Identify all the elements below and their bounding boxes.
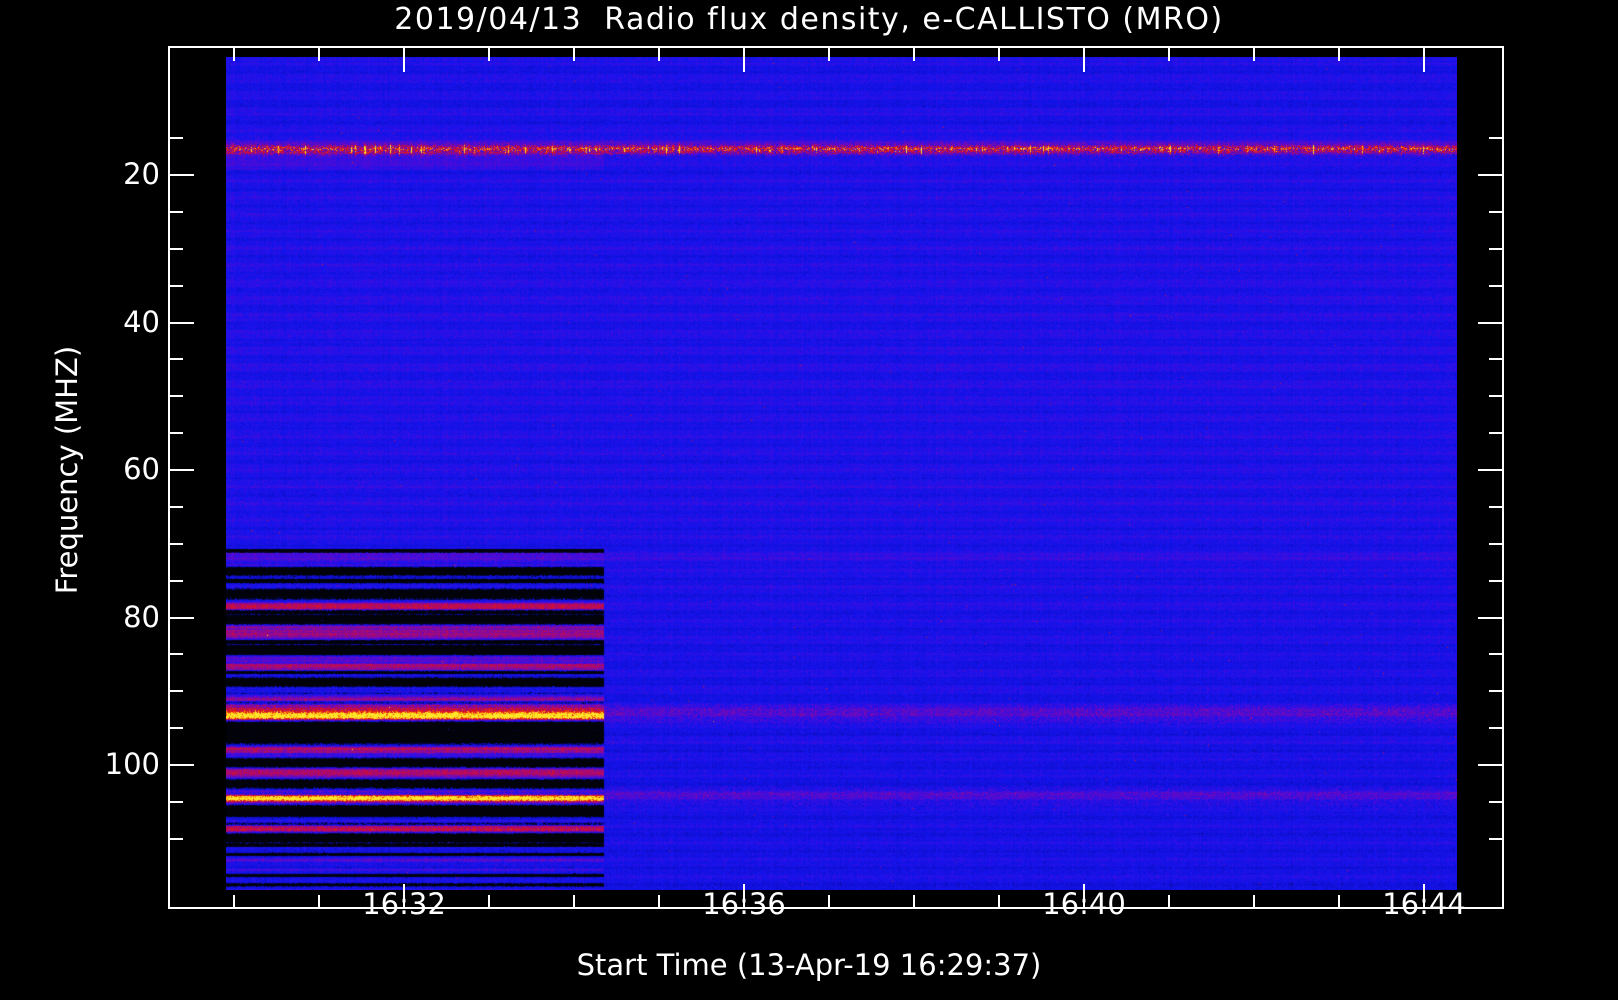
x-tick-minor-top xyxy=(573,48,575,61)
x-tick-major-top xyxy=(403,48,405,72)
y-tick-label: 80 xyxy=(123,600,160,634)
x-axis-title: Start Time (13-Apr-19 16:29:37) xyxy=(576,948,1042,982)
x-tick-major xyxy=(1423,884,1425,908)
y-tick-minor xyxy=(170,580,183,582)
y-tick-major xyxy=(170,322,194,324)
y-tick-minor-right xyxy=(1489,506,1502,508)
x-tick-minor-top xyxy=(658,48,660,61)
x-tick-minor xyxy=(1168,895,1170,908)
x-tick-minor xyxy=(1338,895,1340,908)
x-tick-minor xyxy=(318,895,320,908)
y-tick-minor-right xyxy=(1489,285,1502,287)
x-tick-label: 16:36 xyxy=(702,887,786,921)
y-tick-minor xyxy=(170,432,183,434)
y-tick-major xyxy=(170,174,194,176)
y-tick-minor-right xyxy=(1489,358,1502,360)
x-tick-minor xyxy=(1253,895,1255,908)
x-tick-major-top xyxy=(1423,48,1425,72)
y-tick-minor xyxy=(170,358,183,360)
y-tick-minor xyxy=(170,248,183,250)
x-tick-minor xyxy=(998,895,1000,908)
y-tick-label: 100 xyxy=(104,747,160,781)
x-tick-minor-top xyxy=(998,48,1000,61)
y-tick-minor xyxy=(170,211,183,213)
x-tick-major xyxy=(1083,884,1085,908)
y-tick-major-right xyxy=(1478,469,1502,471)
y-tick-minor xyxy=(170,690,183,692)
spectrogram-canvas xyxy=(226,57,1457,890)
x-tick-major-top xyxy=(1083,48,1085,72)
y-tick-major-right xyxy=(1478,174,1502,176)
y-tick-minor-right xyxy=(1489,690,1502,692)
y-tick-minor-right xyxy=(1489,395,1502,397)
x-tick-minor xyxy=(573,895,575,908)
x-tick-major-top xyxy=(743,48,745,72)
y-tick-minor xyxy=(170,801,183,803)
x-tick-label: 16:44 xyxy=(1382,887,1466,921)
y-tick-major-right xyxy=(1478,764,1502,766)
y-tick-minor-right xyxy=(1489,653,1502,655)
y-tick-minor xyxy=(170,506,183,508)
x-tick-minor xyxy=(828,895,830,908)
y-tick-major xyxy=(170,764,194,766)
x-tick-label: 16:40 xyxy=(1042,887,1126,921)
axes-frame xyxy=(168,46,1504,909)
x-tick-minor-top xyxy=(233,48,235,61)
x-tick-minor-top xyxy=(1168,48,1170,61)
y-tick-label: 60 xyxy=(123,452,160,486)
y-tick-minor xyxy=(170,543,183,545)
y-tick-minor-right xyxy=(1489,432,1502,434)
y-tick-minor xyxy=(170,838,183,840)
x-tick-label: 16:32 xyxy=(362,887,446,921)
x-tick-minor xyxy=(913,895,915,908)
y-tick-minor-right xyxy=(1489,727,1502,729)
y-tick-minor-right xyxy=(1489,580,1502,582)
y-tick-label: 20 xyxy=(123,157,160,191)
x-tick-minor-top xyxy=(318,48,320,61)
y-tick-major xyxy=(170,617,194,619)
y-tick-major-right xyxy=(1478,617,1502,619)
y-tick-label: 40 xyxy=(123,305,160,339)
y-tick-minor-right xyxy=(1489,801,1502,803)
y-tick-minor xyxy=(170,137,183,139)
x-tick-major xyxy=(403,884,405,908)
y-tick-minor-right xyxy=(1489,137,1502,139)
spectrogram-data-area xyxy=(226,57,1457,890)
y-tick-minor-right xyxy=(1489,211,1502,213)
x-tick-minor xyxy=(233,895,235,908)
y-tick-minor xyxy=(170,395,183,397)
y-tick-minor-right xyxy=(1489,543,1502,545)
x-tick-minor-top xyxy=(913,48,915,61)
y-axis-title: Frequency (MHZ) xyxy=(50,345,84,595)
x-tick-minor xyxy=(488,895,490,908)
y-tick-minor xyxy=(170,653,183,655)
y-tick-major-right xyxy=(1478,322,1502,324)
x-tick-minor-top xyxy=(1253,48,1255,61)
chart-title: 2019/04/13 Radio flux density, e-CALLIST… xyxy=(394,2,1224,37)
x-tick-minor-top xyxy=(828,48,830,61)
y-tick-minor-right xyxy=(1489,838,1502,840)
y-tick-minor-right xyxy=(1489,248,1502,250)
x-tick-major xyxy=(743,884,745,908)
x-tick-minor-top xyxy=(1338,48,1340,61)
x-tick-minor xyxy=(658,895,660,908)
y-tick-minor xyxy=(170,285,183,287)
x-tick-minor-top xyxy=(488,48,490,61)
y-tick-major xyxy=(170,469,194,471)
y-tick-minor xyxy=(170,727,183,729)
